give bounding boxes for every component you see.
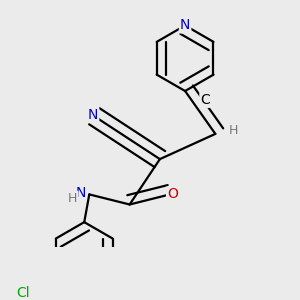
Text: Cl: Cl: [16, 286, 30, 300]
Text: H: H: [68, 192, 78, 205]
Text: O: O: [167, 188, 178, 201]
Text: H: H: [228, 124, 238, 136]
Text: N: N: [180, 19, 190, 32]
Text: C: C: [200, 93, 210, 107]
Text: N: N: [88, 108, 98, 122]
Text: N: N: [75, 186, 86, 200]
